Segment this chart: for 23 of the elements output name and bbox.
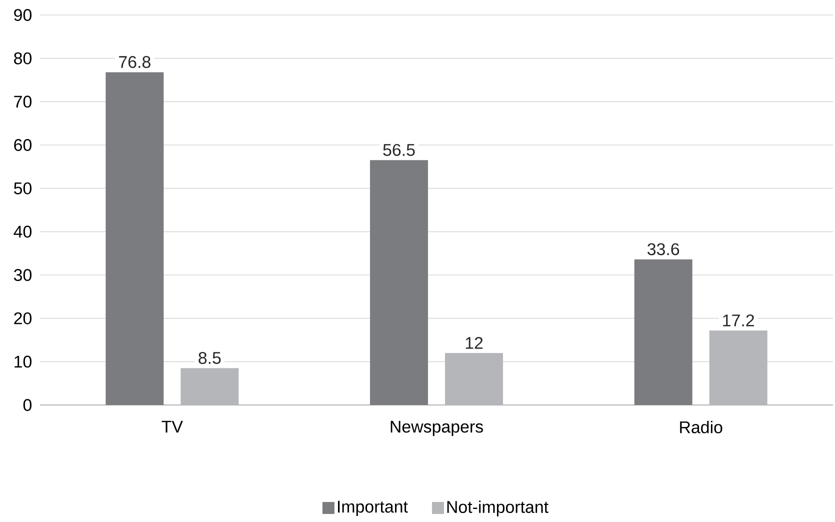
y-tick-label: 0 bbox=[23, 399, 32, 411]
bar bbox=[370, 160, 428, 405]
y-tick-label: 70 bbox=[14, 96, 32, 108]
y-tick-label: 80 bbox=[14, 52, 32, 64]
data-label: 56.5 bbox=[383, 144, 415, 156]
y-tick-label: 20 bbox=[14, 312, 32, 324]
data-label: 76.8 bbox=[119, 56, 150, 68]
bar bbox=[106, 72, 164, 405]
legend-label: Important bbox=[338, 500, 408, 516]
y-tick-label: 10 bbox=[14, 356, 32, 368]
legend-label: Not-important bbox=[447, 500, 548, 516]
data-label: 12 bbox=[466, 336, 483, 349]
y-tick-label: 30 bbox=[14, 269, 32, 282]
x-tick-label: Radio bbox=[680, 420, 722, 434]
x-tick-label: TV bbox=[162, 420, 183, 432]
y-tick-label: 50 bbox=[14, 182, 32, 194]
y-tick-label: 90 bbox=[14, 9, 32, 22]
y-tick-label: 60 bbox=[14, 139, 32, 152]
data-label: 17.2 bbox=[723, 314, 754, 326]
data-label: 8.5 bbox=[198, 352, 221, 364]
y-tick-label: 40 bbox=[14, 226, 32, 238]
data-label: 33.6 bbox=[648, 243, 680, 256]
x-tick-label: Newspapers bbox=[390, 420, 483, 436]
